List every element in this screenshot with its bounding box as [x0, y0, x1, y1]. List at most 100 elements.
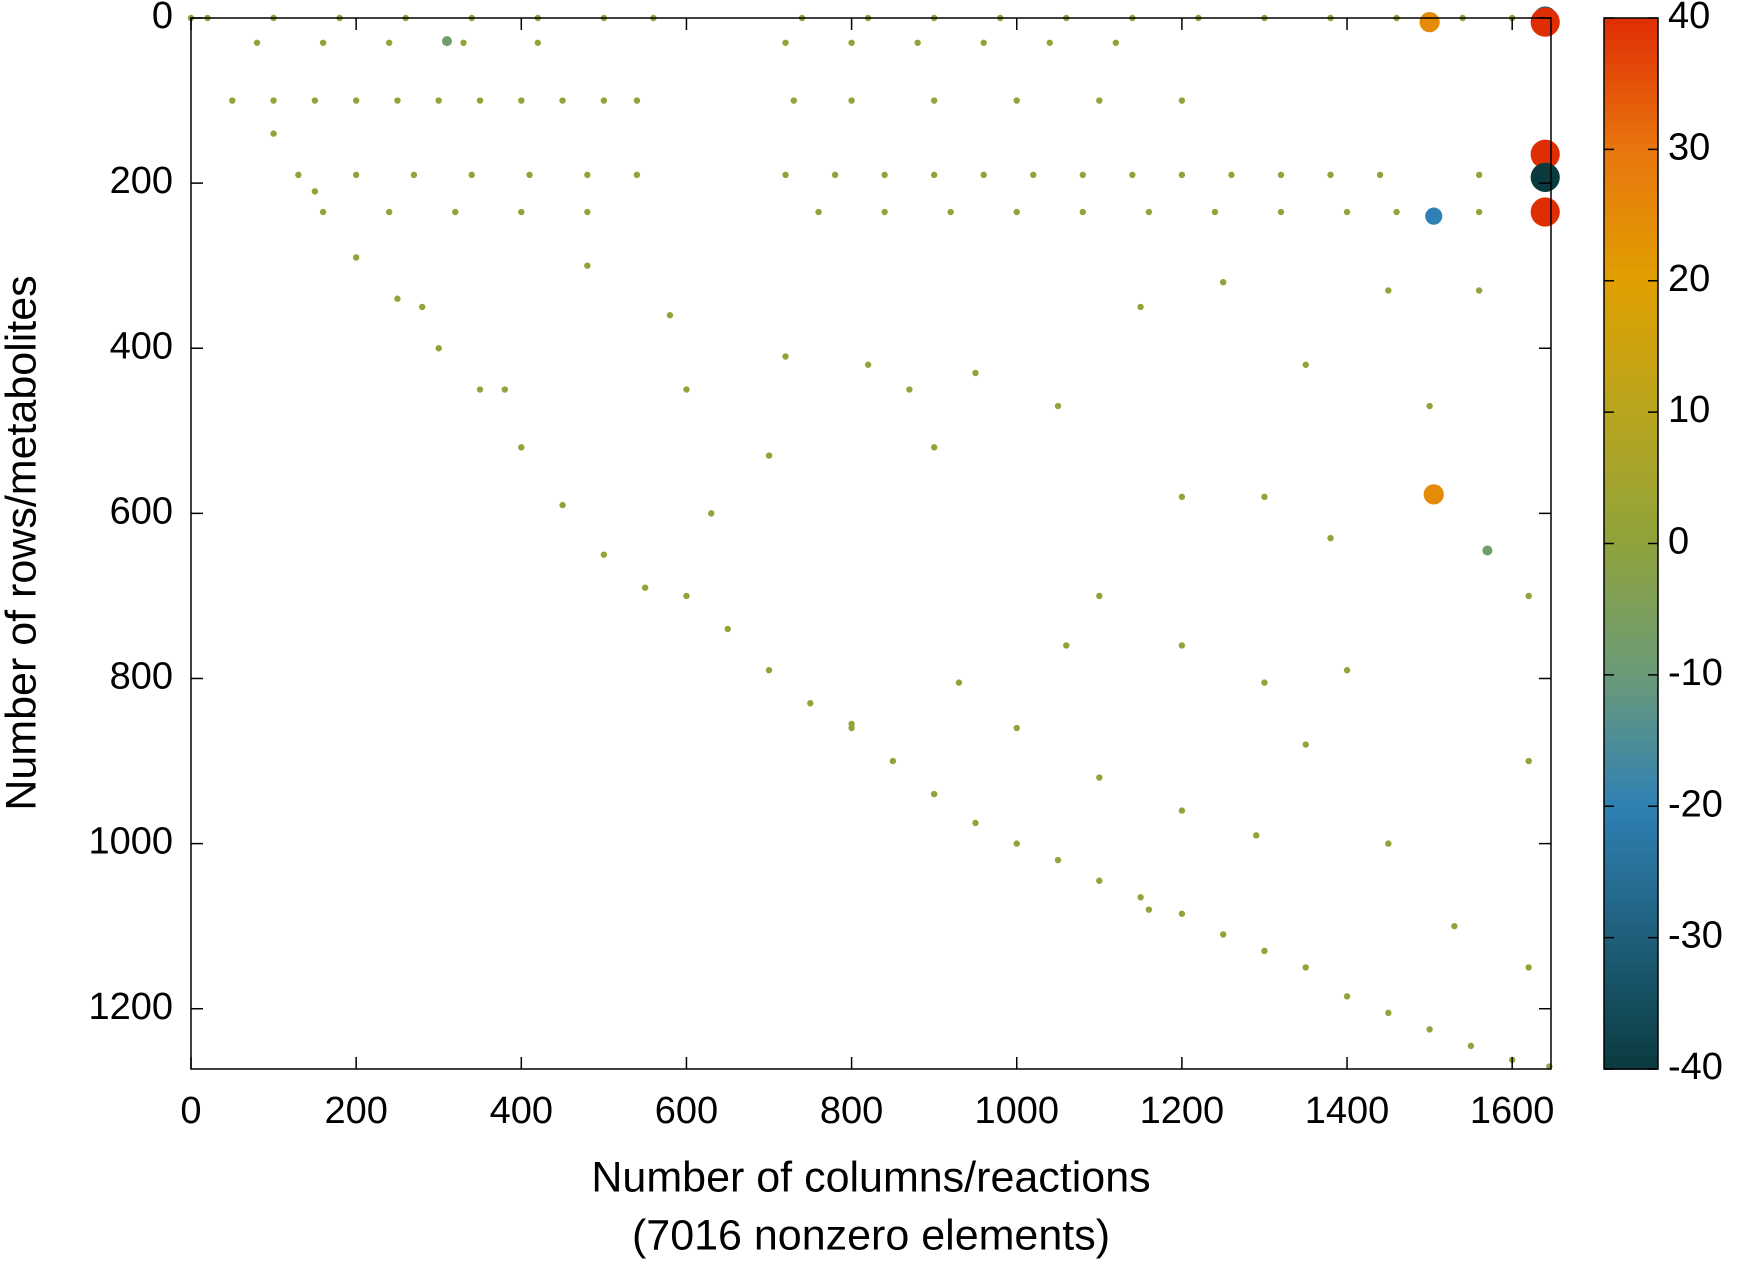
- colorbar-segment: [1604, 155, 1658, 164]
- data-point: [1261, 493, 1268, 501]
- colorbar-segment: [1604, 760, 1658, 768]
- plot-frame: [190, 17, 1552, 1070]
- data-point: [980, 171, 987, 179]
- data-point: [468, 171, 475, 179]
- data-point: [1219, 931, 1227, 938]
- data-point: [1228, 171, 1235, 179]
- colorbar-segment: [1604, 819, 1658, 827]
- colorbar-segment: [1604, 63, 1658, 72]
- y-tick-label: 800: [110, 656, 173, 698]
- colorbar-segment: [1604, 109, 1658, 118]
- data-point: [1046, 39, 1053, 46]
- colorbar-segment: [1604, 773, 1658, 781]
- data-point: [1475, 171, 1483, 179]
- x-tick-label: 1200: [1140, 1090, 1225, 1132]
- x-tick-label: 400: [490, 1090, 553, 1132]
- colorbar-segment: [1604, 885, 1658, 893]
- colorbar-segment: [1604, 228, 1658, 236]
- colorbar-segment: [1604, 188, 1658, 197]
- data-point: [914, 39, 921, 46]
- data-point: [881, 171, 888, 179]
- colorbar-segment: [1604, 444, 1658, 453]
- colorbar-segment: [1604, 77, 1658, 85]
- data-point: [1302, 741, 1309, 748]
- data-point: [1096, 877, 1103, 884]
- colorbar-segment: [1604, 169, 1658, 177]
- colorbar-segment: [1604, 602, 1658, 610]
- colorbar-tick-label: 10: [1668, 389, 1710, 431]
- data-point: [435, 97, 442, 104]
- data-point: [1096, 774, 1103, 781]
- data-point: [930, 97, 938, 104]
- colorbar-tick-label: 20: [1668, 258, 1710, 300]
- data-point: [1261, 947, 1268, 955]
- data-point: [1178, 910, 1186, 917]
- colorbar-segment: [1604, 267, 1658, 275]
- colorbar-segment: [1604, 438, 1658, 446]
- colorbar-segment: [1604, 300, 1658, 308]
- data-point: [1525, 757, 1532, 765]
- x-tick-label: 800: [820, 1090, 883, 1132]
- data-point: [1385, 1009, 1392, 1017]
- data-point: [1013, 840, 1020, 847]
- colorbar-segment: [1604, 944, 1658, 952]
- colorbar-segment: [1604, 90, 1658, 98]
- data-point: [972, 369, 979, 377]
- data-point: [559, 97, 566, 104]
- data-point: [864, 361, 872, 368]
- data-point: [410, 171, 418, 179]
- data-point: [1302, 361, 1309, 368]
- colorbar-segment: [1604, 635, 1658, 643]
- colorbar-segment: [1604, 924, 1658, 932]
- data-point: [1178, 807, 1186, 814]
- colorbar-segment: [1604, 458, 1658, 466]
- colorbar-segment: [1604, 379, 1658, 387]
- colorbar-segment: [1604, 871, 1658, 880]
- data-point: [1178, 97, 1186, 104]
- data-point: [955, 679, 963, 686]
- colorbar-segment: [1604, 366, 1658, 374]
- colorbar-segment: [1604, 431, 1658, 440]
- colorbar-segment: [1604, 747, 1658, 755]
- colorbar-segment: [1604, 1003, 1658, 1011]
- data-point: [1327, 171, 1334, 179]
- colorbar-segment: [1604, 353, 1658, 361]
- colorbar-segment: [1604, 182, 1658, 190]
- colorbar-segment: [1604, 825, 1658, 834]
- colorbar-segment: [1604, 142, 1658, 151]
- colorbar-segment: [1604, 661, 1658, 670]
- data-point: [1525, 592, 1532, 600]
- colorbar-segment: [1604, 510, 1658, 519]
- colorbar-tick-label: 30: [1668, 126, 1710, 168]
- data-point: [460, 39, 467, 46]
- colorbar-segment: [1604, 648, 1658, 656]
- colorbar-segment: [1604, 852, 1658, 860]
- colorbar-segment: [1604, 688, 1658, 696]
- data-point: [1013, 724, 1020, 732]
- colorbar-segment: [1604, 1036, 1658, 1044]
- colorbar-segment: [1604, 385, 1658, 394]
- colorbar-segment: [1604, 287, 1658, 295]
- colorbar-segment: [1604, 208, 1658, 216]
- colorbar-segment: [1604, 497, 1658, 505]
- colorbar-segment: [1604, 44, 1658, 52]
- colorbar-segment: [1604, 517, 1658, 525]
- colorbar-tick-label: 0: [1668, 521, 1689, 563]
- data-point: [526, 171, 533, 179]
- data-point: [708, 510, 715, 517]
- colorbar-segment: [1604, 96, 1658, 105]
- data-point: [947, 208, 954, 216]
- colorbar-segment: [1604, 983, 1658, 991]
- data-point: [831, 171, 839, 179]
- colorbar-segment: [1604, 254, 1658, 262]
- colorbar-tick-label: -30: [1668, 915, 1723, 957]
- data-point: [1178, 171, 1186, 179]
- data-point: [352, 171, 360, 179]
- colorbar-segment: [1604, 37, 1658, 46]
- y-tick-label: 1000: [88, 821, 173, 863]
- data-point: [1253, 832, 1260, 839]
- data-point: [1219, 278, 1227, 286]
- data-point: [1013, 97, 1020, 104]
- colorbar-segment: [1604, 917, 1658, 926]
- data-point: [930, 171, 938, 179]
